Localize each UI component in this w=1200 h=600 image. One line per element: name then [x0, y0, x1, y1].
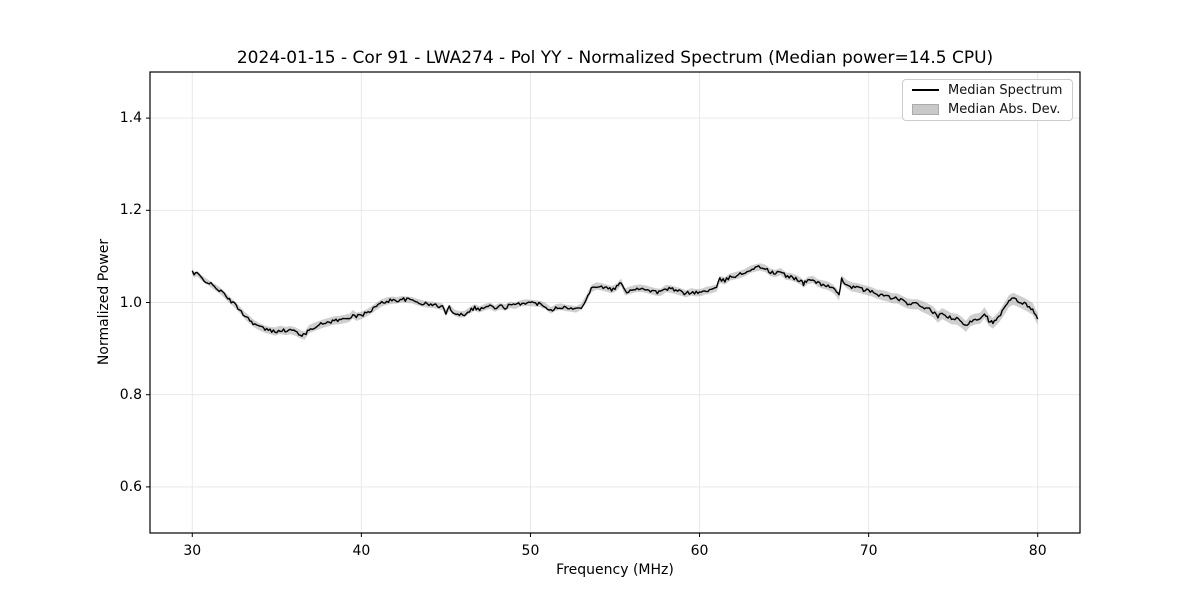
x-tick-label: 50: [521, 543, 540, 559]
y-tick-label: 1.4: [119, 110, 142, 127]
x-tick-label: 80: [1028, 543, 1047, 559]
y-tick-label: 1.0: [119, 294, 142, 311]
y-tick-label: 0.6: [119, 478, 142, 495]
line-sample-icon: [912, 89, 939, 92]
x-tick-label: 70: [859, 543, 878, 559]
chart-title: 2024-01-15 - Cor 91 - LWA274 - Pol YY - …: [236, 48, 994, 68]
legend-item-median-spectrum: Median Spectrum: [903, 82, 1072, 99]
legend-label: Median Abs. Dev.: [948, 102, 1061, 118]
x-tick-label: 40: [352, 543, 371, 559]
mad-band-area: [192, 263, 1038, 340]
y-tick-label: 1.2: [119, 202, 142, 219]
legend-item-median-abs-dev: Median Abs. Dev.: [903, 102, 1072, 119]
x-tick-label: 60: [690, 543, 709, 559]
legend: Median Spectrum Median Abs. Dev.: [902, 79, 1073, 121]
x-axis-label: Frequency (MHz): [556, 562, 674, 578]
patch-sample-icon: [912, 104, 939, 116]
x-tick-label: 30: [183, 543, 202, 559]
median-spectrum-line: [191, 265, 1039, 337]
y-tick-label: 0.8: [119, 386, 142, 403]
legend-label: Median Spectrum: [948, 82, 1063, 98]
